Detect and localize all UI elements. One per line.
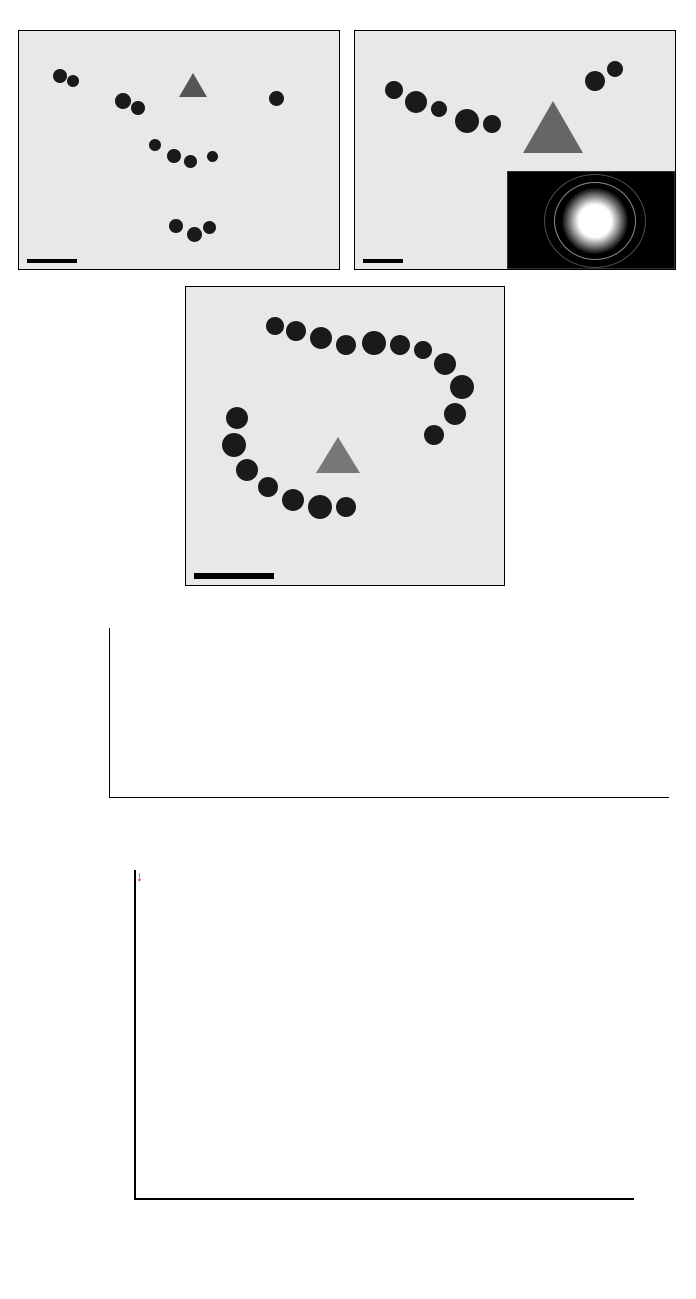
histogram-plot-area: ↓ ↓ [134,870,634,1200]
nanoparticle [207,151,218,162]
nanoparticle [115,93,131,109]
nanoparticle [585,71,605,91]
nanoparticle [434,353,456,375]
nanoparticle [444,403,466,425]
nanoparticle [169,219,183,233]
nanoparticle [286,321,306,341]
nanoparticle [336,497,356,517]
nanoparticle [414,341,432,359]
nanoparticle [424,425,444,445]
nanoparticle [222,433,246,457]
nanoparticle [450,375,474,399]
nanoparticle [226,407,248,429]
histogram-curve [136,870,636,1200]
nanoparticle [431,101,447,117]
nanoparticle-triangle [523,101,583,153]
scale-bar [194,571,274,579]
nanoparticle [236,459,258,481]
nanoparticle [203,221,216,234]
nanoparticle-triangle [179,73,207,97]
histogram-chart: ↓ ↓ [62,870,672,1200]
zeta-chart [54,600,674,816]
saed-inset [507,171,675,269]
nanoparticle [310,327,332,349]
nanoparticle [67,75,79,87]
nanoparticle [187,227,202,242]
scale-bar [363,257,403,263]
scale-bar-line [194,573,274,579]
nanoparticle [308,495,332,519]
nanoparticle [607,61,623,77]
scale-bar [27,257,77,263]
nanoparticle [167,149,181,163]
tem-image-center [185,286,505,586]
arrow-marker-right: ↓ [136,870,143,886]
zeta-plot-area [109,628,669,798]
saed-ring [544,174,646,268]
nanoparticle [455,109,479,133]
zeta-svg [110,628,670,798]
nanoparticle [53,69,67,83]
nanoparticle [385,81,403,99]
scale-bar-line [363,259,403,263]
nanoparticle [184,155,197,168]
nanoparticle [149,139,161,151]
nanoparticle [483,115,501,133]
nanoparticle [131,101,145,115]
tem-image-b [354,30,676,270]
nanoparticle [362,331,386,355]
nanoparticle [405,91,427,113]
nanoparticle [336,335,356,355]
tem-image-a [18,30,340,270]
nanoparticle [282,489,304,511]
scale-bar-line [27,259,77,263]
nanoparticle-triangle [316,437,360,473]
nanoparticle [390,335,410,355]
nanoparticle [258,477,278,497]
nanoparticle [266,317,284,335]
nanoparticle [269,91,284,106]
